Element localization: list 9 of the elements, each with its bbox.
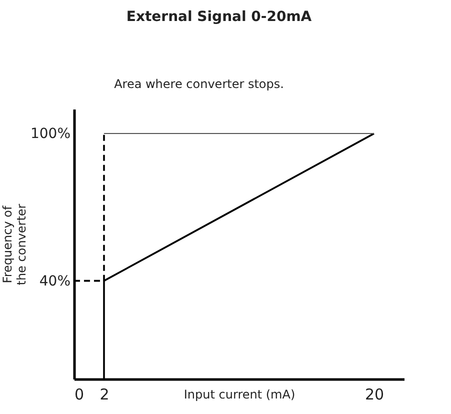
x-tick-label: 20 [364,386,384,404]
x-tick-label: 2 [100,386,110,404]
y-axis-title: Frequency of the converter [0,204,28,286]
y-tick-label: 100% [30,126,70,142]
chart-title: External Signal 0-20mA [126,9,312,25]
x-axis-title: Input current (mA) [184,388,296,402]
x-tick-label: 0 [74,386,84,404]
y-tick-label: 40% [39,273,70,290]
text: Area where converter stops. [114,77,284,91]
